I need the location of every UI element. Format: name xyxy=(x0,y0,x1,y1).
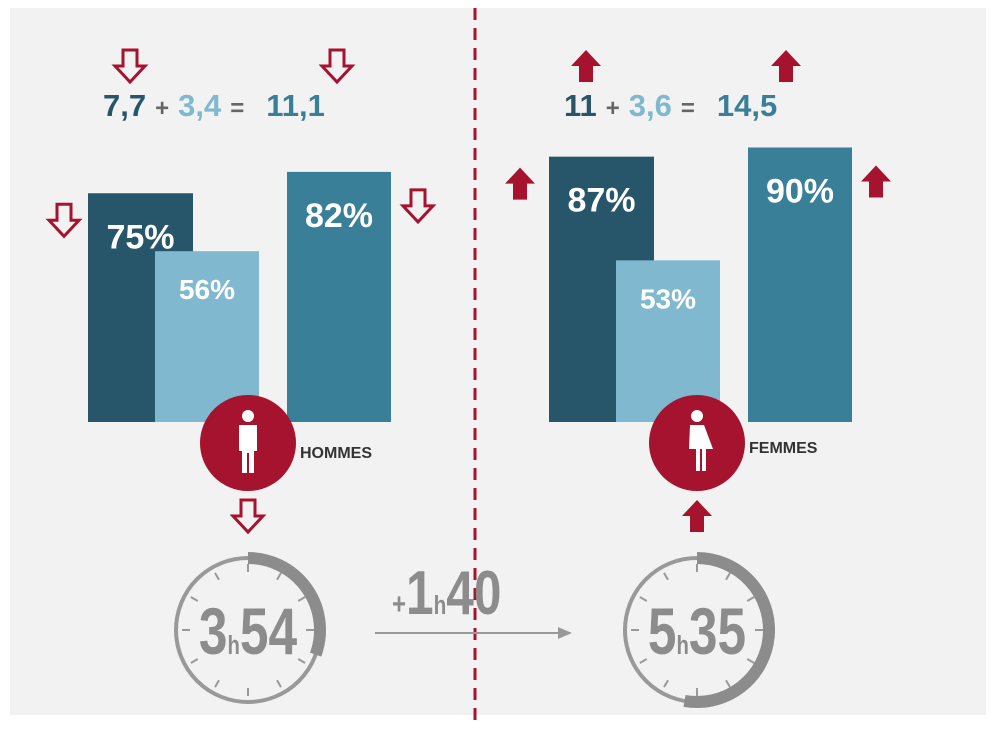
bar-label: 82% xyxy=(305,197,373,235)
clock-tick xyxy=(297,596,306,602)
clock-hours: 3 xyxy=(199,594,228,669)
clock-arc xyxy=(247,552,326,657)
person-head xyxy=(691,410,703,422)
bar-label: 90% xyxy=(766,173,834,211)
trend-arrow xyxy=(318,48,356,85)
equation-eq: = xyxy=(681,95,695,122)
equation-total: 14,5 xyxy=(717,88,777,123)
bar-label: 53% xyxy=(640,283,696,314)
panel: 11 +3,6 = 14,5 87% 53% 90% FEMMES 5h35 xyxy=(549,88,852,708)
clock-tick xyxy=(663,679,669,688)
trend-arrow xyxy=(45,202,83,239)
clock-tick xyxy=(214,572,220,581)
equation-b: 3,6 xyxy=(629,88,672,123)
bar xyxy=(155,251,259,422)
clock-unit: h xyxy=(676,631,688,660)
clock-tick xyxy=(276,572,282,581)
equation-b: 3,4 xyxy=(178,88,222,123)
equation-a: 11 xyxy=(564,88,597,123)
bar xyxy=(748,147,852,422)
clock-tick xyxy=(276,679,282,688)
equation-total: 11,1 xyxy=(266,88,325,123)
bar-label: 56% xyxy=(179,274,235,305)
clock-tick xyxy=(214,679,220,688)
clock-hours: 5 xyxy=(648,594,677,669)
clock-time: 3h54 xyxy=(199,594,297,669)
clock-arc xyxy=(683,552,775,708)
trend-arrow xyxy=(861,165,891,198)
trend-arrow xyxy=(771,50,801,82)
group-label: HOMMES xyxy=(300,445,372,462)
clock-tick xyxy=(663,572,669,581)
equation-eq: = xyxy=(230,95,244,122)
equation-plus: + xyxy=(606,95,620,122)
clock-tick xyxy=(746,596,755,602)
difference: +1h40 xyxy=(392,558,501,628)
bar xyxy=(616,260,720,422)
group-label: FEMMES xyxy=(749,440,818,457)
equation-plus: + xyxy=(155,95,169,122)
equation: 7,7 +3,4 = 11,1 xyxy=(103,88,325,123)
clock-time: 5h35 xyxy=(648,594,746,669)
person-head xyxy=(242,410,254,422)
person-body xyxy=(239,425,257,473)
clock-tick xyxy=(639,658,648,664)
clock-tick xyxy=(297,658,306,664)
trend-arrow xyxy=(229,498,267,535)
clock-tick xyxy=(190,596,199,602)
trend-arrow xyxy=(505,167,535,200)
clock-unit: h xyxy=(227,631,239,660)
panel: 7,7 +3,4 = 11,1 75%56% 82% HOMMES 3h54 xyxy=(88,88,391,704)
equation-a: 7,7 xyxy=(103,88,146,123)
clock-minutes: 35 xyxy=(689,594,746,669)
equation: 11 +3,6 = 14,5 xyxy=(564,88,777,123)
clock-tick xyxy=(725,679,731,688)
bar-label: 75% xyxy=(106,218,174,256)
trend-arrow xyxy=(682,500,712,532)
clock-tick xyxy=(190,658,199,664)
person-body xyxy=(689,425,713,471)
bar-label: 87% xyxy=(567,182,635,220)
clock-tick xyxy=(746,658,755,664)
clock-tick xyxy=(639,596,648,602)
clock-minutes: 54 xyxy=(240,594,297,669)
bar xyxy=(287,171,391,422)
connector-arrowhead xyxy=(558,627,572,639)
trend-arrow xyxy=(399,188,437,225)
clock-tick xyxy=(725,572,731,581)
trend-arrow xyxy=(111,48,149,85)
trend-arrow xyxy=(571,50,601,82)
